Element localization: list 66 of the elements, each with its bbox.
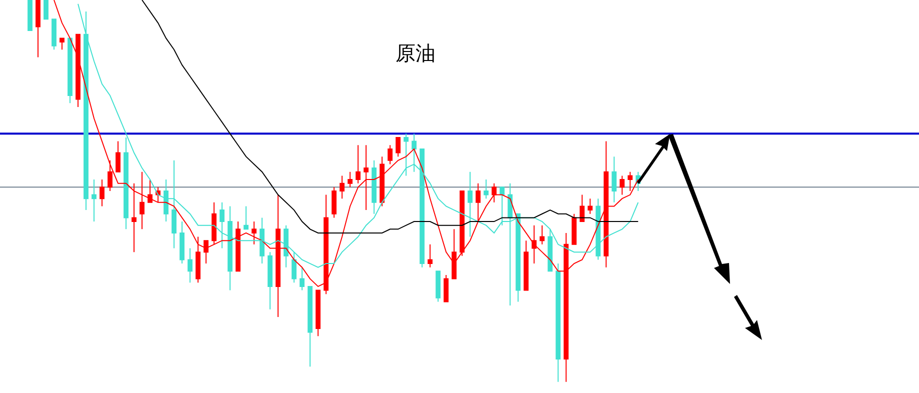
candlestick [28, 0, 32, 32]
candlestick [396, 136, 401, 158]
candlestick [236, 221, 241, 272]
candlestick [36, 0, 40, 58]
candlestick [428, 244, 433, 268]
candlestick [212, 202, 217, 245]
candlestick [300, 266, 305, 291]
candlestick [180, 221, 184, 264]
candlestick [628, 171, 633, 192]
candlestick [412, 133, 417, 172]
candlestick [132, 182, 136, 253]
candlestick [484, 179, 489, 200]
candlestick [316, 290, 321, 337]
candlestick [68, 38, 72, 104]
candlestick [348, 171, 353, 188]
candlestick [476, 182, 481, 222]
candlestick [588, 198, 593, 214]
candlestick [596, 198, 601, 260]
candlestick [492, 182, 497, 203]
candlestick [252, 221, 257, 245]
candlestick [372, 160, 377, 214]
candlestick [308, 286, 313, 368]
candlestick [364, 144, 369, 211]
candlestick [556, 263, 561, 382]
candlestick [244, 206, 249, 230]
candlestick [580, 194, 585, 222]
candlestick [524, 240, 529, 291]
candlestick [44, 0, 48, 20]
candlestick [148, 179, 152, 203]
candlestick [84, 10, 88, 211]
candlestick [380, 156, 385, 207]
candlestick [332, 186, 337, 218]
candlestick [108, 160, 112, 192]
candlestick [356, 144, 361, 184]
candlestick [620, 175, 625, 196]
candlestick [116, 140, 120, 172]
candlestick [340, 175, 345, 200]
candlestick [100, 179, 104, 207]
candlestick [572, 213, 577, 245]
candlestick [76, 34, 80, 108]
candlestick [164, 179, 168, 222]
candlestick [500, 186, 505, 226]
candlestick [92, 179, 96, 222]
text: 原油 [395, 41, 436, 66]
candlestick [172, 160, 176, 249]
candlestick [220, 202, 225, 249]
candlestick [436, 270, 441, 302]
candlestick [532, 224, 537, 264]
candlestick [268, 252, 273, 310]
candlestick [188, 248, 192, 284]
candlestick [404, 133, 409, 176]
candlestick [540, 224, 545, 245]
candlestick [460, 190, 465, 256]
candlestick [60, 38, 64, 50]
candlestick [444, 274, 449, 302]
candlestick [124, 136, 128, 230]
candlestick [140, 171, 144, 230]
candlestick [260, 217, 265, 264]
candlestick [612, 156, 617, 203]
candlestick [52, 18, 56, 50]
candlestick [604, 140, 609, 268]
candlestick [388, 144, 393, 165]
candlestick [196, 236, 200, 284]
candlestick [468, 171, 473, 238]
candlestick [204, 240, 209, 264]
candlestick [452, 228, 457, 280]
